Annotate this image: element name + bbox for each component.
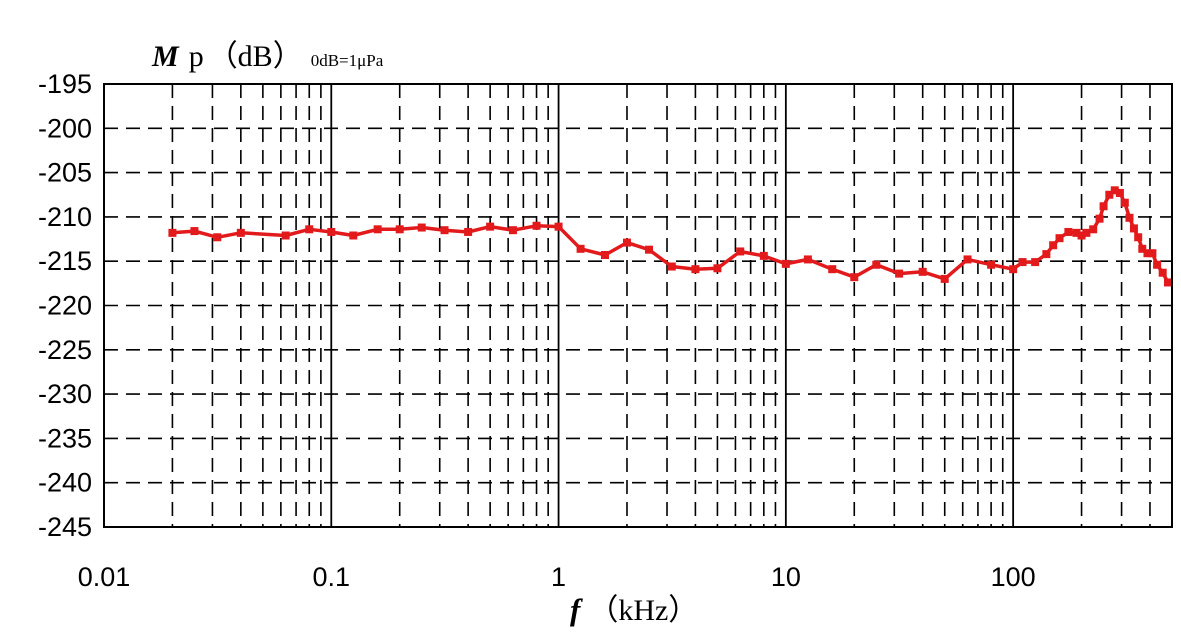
data-point-marker	[1089, 225, 1098, 234]
data-point-marker	[305, 225, 314, 234]
x-axis-unit: （kHz）	[588, 594, 698, 627]
data-point-marker	[850, 273, 859, 282]
x-tick-label: 10	[771, 562, 801, 592]
data-point-marker	[1129, 224, 1138, 233]
data-point-marker	[1042, 250, 1051, 259]
x-axis-symbol: f	[570, 592, 583, 627]
x-tick-label: 0.1	[313, 562, 351, 592]
y-tick-label: -215	[38, 246, 92, 276]
x-axis-title: f （kHz）	[570, 592, 698, 627]
data-point-marker	[987, 260, 996, 269]
data-point-marker	[1125, 213, 1134, 222]
data-point-marker	[554, 222, 563, 231]
data-point-marker	[1120, 198, 1129, 207]
data-point-marker	[373, 225, 382, 234]
y-axis-symbol: M	[151, 40, 180, 73]
data-point-marker	[1082, 228, 1091, 237]
x-tick-label: 0.01	[78, 562, 131, 592]
data-point-marker	[1018, 258, 1027, 267]
data-point-marker	[190, 227, 199, 236]
data-point-marker	[1072, 228, 1081, 237]
y-axis-reference: 0dB=1μPa	[311, 51, 384, 70]
data-point-marker	[1148, 249, 1157, 258]
y-tick-label: -210	[38, 202, 92, 232]
data-point-marker	[508, 226, 517, 235]
data-point-marker	[1055, 234, 1064, 243]
data-point-marker	[1009, 265, 1018, 274]
data-point-marker	[600, 250, 609, 259]
y-tick-label: -200	[38, 113, 92, 143]
data-point-marker	[349, 231, 358, 240]
y-tick-label: -220	[38, 291, 92, 321]
data-point-marker	[1110, 186, 1119, 195]
data-point-marker	[1031, 258, 1040, 267]
y-tick-label: -225	[38, 335, 92, 365]
data-point-marker	[1099, 202, 1108, 211]
data-point-marker	[464, 227, 473, 236]
y-axis-unit: （dB）	[208, 40, 303, 73]
data-point-marker	[395, 225, 404, 234]
data-point-marker	[327, 227, 336, 236]
y-axis-subscript: p	[189, 40, 204, 73]
y-tick-label: -230	[38, 379, 92, 409]
data-point-marker	[1158, 268, 1167, 277]
data-point-marker	[281, 231, 290, 240]
data-point-marker	[1077, 231, 1086, 240]
data-point-marker	[667, 262, 676, 271]
data-point-marker	[576, 244, 585, 253]
plot-frame	[103, 83, 1173, 528]
x-tick-label: 100	[991, 562, 1036, 592]
x-tick-labels: 0.01 0.1 1 10 100	[78, 562, 1036, 592]
data-point-marker	[963, 255, 972, 264]
y-tick-label: -235	[38, 423, 92, 453]
data-point-marker	[1105, 190, 1114, 199]
y-axis-title: M p （dB） 0dB=1μPa	[151, 40, 384, 73]
data-point-marker	[486, 222, 495, 231]
data-point-marker	[828, 265, 837, 274]
data-point-marker	[1049, 241, 1058, 250]
data-point-marker	[713, 264, 722, 273]
data-point-marker	[940, 274, 949, 283]
data-point-marker	[1095, 214, 1104, 223]
y-tick-label: -245	[38, 512, 92, 542]
data-point-marker	[1115, 188, 1124, 197]
y-tick-label: -195	[38, 69, 92, 99]
data-point-marker	[918, 267, 927, 276]
data-point-marker	[781, 259, 790, 268]
data-point-marker	[532, 221, 541, 230]
y-tick-label: -205	[38, 158, 92, 188]
x-tick-label: 1	[551, 562, 566, 592]
data-point-marker	[440, 226, 449, 235]
data-point-marker	[803, 255, 812, 264]
data-point-marker	[1163, 278, 1172, 287]
data-point-marker	[872, 260, 881, 269]
data-point-marker	[736, 247, 745, 256]
data-point-marker	[1143, 249, 1152, 258]
data-point-marker	[417, 223, 426, 232]
data-point-marker	[895, 269, 904, 278]
data-point-marker	[691, 265, 700, 274]
data-point-marker	[1153, 260, 1162, 269]
data-point-marker	[1134, 233, 1143, 242]
data-point-marker	[168, 228, 177, 237]
data-series	[168, 186, 1172, 287]
data-point-marker	[1138, 244, 1147, 253]
data-point-marker	[759, 251, 768, 260]
grid	[104, 84, 1173, 527]
data-point-marker	[236, 228, 245, 237]
data-point-marker	[645, 245, 654, 254]
y-tick-labels: -195 -200 -205 -210 -215 -220 -225 -230 -235 -240…	[38, 69, 92, 542]
data-point-marker	[213, 233, 222, 242]
y-tick-label: -240	[38, 468, 92, 498]
data-point-marker	[622, 238, 631, 247]
data-point-marker	[1064, 227, 1073, 236]
